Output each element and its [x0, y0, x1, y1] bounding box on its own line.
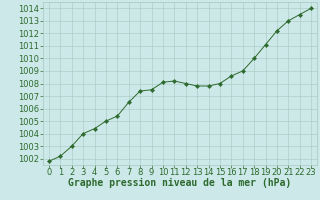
X-axis label: Graphe pression niveau de la mer (hPa): Graphe pression niveau de la mer (hPa) [68, 178, 292, 188]
